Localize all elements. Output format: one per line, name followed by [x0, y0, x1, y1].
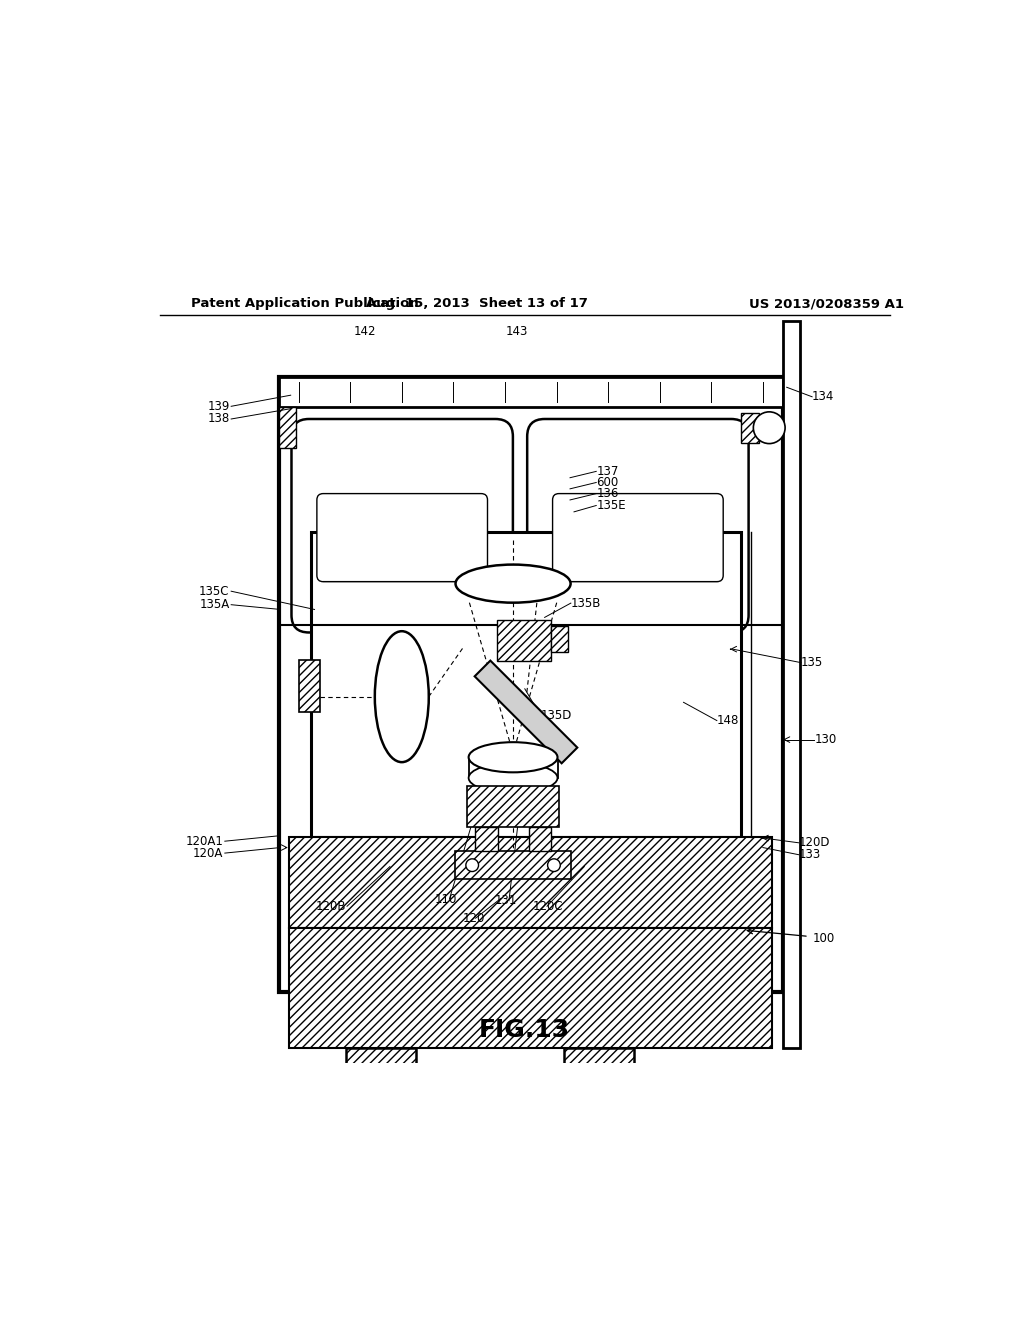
Polygon shape [279, 407, 296, 449]
Text: 135: 135 [801, 656, 823, 669]
Text: 135C: 135C [199, 585, 229, 598]
Polygon shape [310, 532, 741, 837]
Text: 120: 120 [463, 912, 485, 925]
Text: 120A1: 120A1 [185, 834, 223, 847]
Text: 142: 142 [353, 325, 376, 338]
Polygon shape [289, 837, 772, 928]
FancyBboxPatch shape [316, 494, 487, 582]
Text: 134: 134 [812, 391, 835, 404]
FancyBboxPatch shape [527, 418, 749, 632]
Polygon shape [564, 1048, 634, 1081]
Polygon shape [475, 828, 498, 851]
Text: 100: 100 [813, 932, 836, 945]
Text: 120C: 120C [532, 900, 563, 912]
Text: 135E: 135E [596, 499, 626, 512]
Text: 600: 600 [596, 477, 618, 488]
Text: 137: 137 [596, 465, 618, 478]
Ellipse shape [375, 631, 429, 762]
Polygon shape [279, 378, 782, 407]
Ellipse shape [469, 763, 557, 793]
Text: 135A: 135A [200, 598, 229, 611]
Text: 120A: 120A [193, 846, 223, 859]
Text: 135D: 135D [541, 709, 572, 722]
Polygon shape [279, 378, 782, 991]
Polygon shape [455, 851, 571, 879]
Polygon shape [467, 785, 559, 828]
Text: 120B: 120B [315, 900, 346, 912]
FancyBboxPatch shape [553, 494, 723, 582]
Polygon shape [741, 413, 759, 442]
Text: Patent Application Publication: Patent Application Publication [191, 297, 419, 310]
Text: US 2013/0208359 A1: US 2013/0208359 A1 [749, 297, 904, 310]
Text: 136: 136 [596, 487, 618, 500]
Polygon shape [289, 928, 772, 1048]
Text: 131: 131 [495, 894, 517, 907]
Polygon shape [782, 321, 800, 1048]
Text: 135B: 135B [570, 597, 601, 610]
Text: Aug. 15, 2013  Sheet 13 of 17: Aug. 15, 2013 Sheet 13 of 17 [367, 297, 588, 310]
Polygon shape [346, 1048, 416, 1081]
Text: 130: 130 [814, 733, 837, 746]
Text: 138: 138 [207, 412, 229, 425]
Circle shape [548, 859, 560, 871]
Polygon shape [551, 626, 568, 652]
Ellipse shape [456, 565, 570, 603]
Polygon shape [299, 660, 321, 711]
FancyBboxPatch shape [292, 418, 513, 632]
Text: 139: 139 [207, 400, 229, 413]
Polygon shape [475, 660, 578, 763]
Text: FIG.13: FIG.13 [479, 1018, 570, 1041]
Ellipse shape [469, 742, 557, 772]
Circle shape [754, 412, 785, 444]
Text: 110: 110 [434, 892, 457, 906]
Circle shape [466, 859, 478, 871]
Polygon shape [497, 620, 551, 661]
Text: 148: 148 [717, 714, 739, 727]
Text: 143: 143 [506, 325, 528, 338]
Polygon shape [528, 828, 551, 851]
Text: 133: 133 [799, 849, 821, 861]
Text: 120D: 120D [799, 837, 830, 849]
